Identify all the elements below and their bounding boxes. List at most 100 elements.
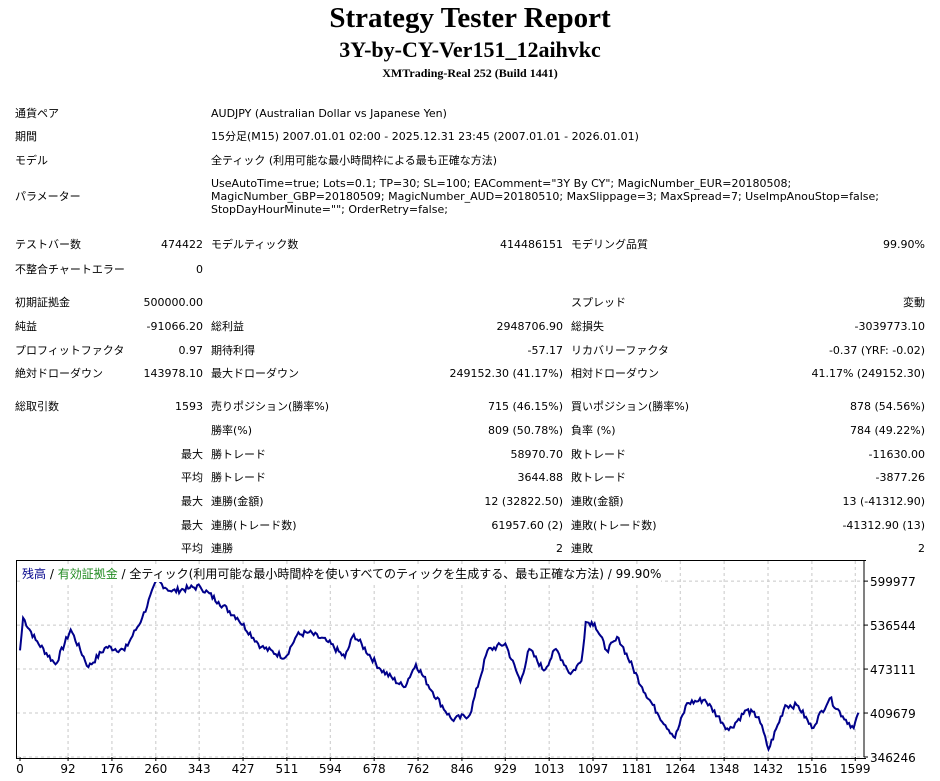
- x-tick-label: 427: [232, 762, 255, 776]
- stat-label-b: 勝率(%): [211, 424, 253, 437]
- stat-value-c: -11630.00: [868, 448, 925, 461]
- y-tick-label: 409679: [870, 707, 916, 721]
- legend-balance: 残高: [22, 567, 47, 581]
- x-tick-label: 678: [363, 762, 386, 776]
- stat-value-a: 0.97: [178, 344, 204, 357]
- stat-value-c: -3877.26: [875, 471, 925, 484]
- stat-value-b: 2: [556, 542, 563, 555]
- stat-value-b: 2948706.90: [496, 320, 563, 333]
- stat-value-b: 58970.70: [510, 448, 564, 461]
- x-tick-label: 1432: [753, 762, 784, 776]
- stat-value-c: 99.90%: [883, 238, 925, 251]
- stat-value-b: -57.17: [527, 344, 563, 357]
- x-tick-label: 1264: [665, 762, 696, 776]
- stat-label-b: 総利益: [211, 320, 244, 333]
- stat-value-a: 0: [196, 263, 203, 276]
- info-label-period: 期間: [15, 130, 37, 143]
- stat-value-a: 1593: [175, 400, 203, 413]
- stat-label-c: 総損失: [571, 320, 604, 333]
- x-tick-label: 92: [60, 762, 75, 776]
- stat-value-c: -3039773.10: [854, 320, 925, 333]
- stat-label-b: 売りポジション(勝率%): [211, 400, 330, 413]
- stat-value-b: 61957.60 (2): [491, 519, 563, 532]
- stat-value-a: -91066.20: [146, 320, 203, 333]
- stat-label-c: 買いポジション(勝率%): [571, 400, 690, 413]
- stat-label-a: プロフィットファクタ: [15, 344, 125, 357]
- x-tick-label: 176: [100, 762, 123, 776]
- stat-label-c: 連敗(金額): [571, 495, 624, 508]
- x-tick-label: 260: [144, 762, 167, 776]
- stat-value-b: 809 (50.78%): [487, 424, 563, 437]
- stat-value-a: 474422: [161, 238, 203, 251]
- stat-value-a: 最大: [181, 448, 203, 461]
- stat-value-b: 12 (32822.50): [484, 495, 563, 508]
- stat-label-a: テストバー数: [15, 238, 81, 251]
- stat-value-c: 2: [918, 542, 925, 555]
- report-title: Strategy Tester Report: [329, 2, 611, 34]
- stat-label-a: 総取引数: [15, 400, 59, 413]
- server-build: XMTrading-Real 252 (Build 1441): [382, 66, 558, 80]
- stat-label-c: 負率 (%): [571, 424, 616, 437]
- legend-equity: 有効証拠金: [57, 567, 118, 581]
- info-value-model: 全ティック (利用可能な最小時間枠による最も正確な方法): [211, 154, 498, 167]
- stat-value-c: -41312.90 (13): [842, 519, 925, 532]
- stat-value-a: 143978.10: [143, 367, 204, 380]
- stat-label-c: スプレッド: [571, 296, 626, 309]
- expert-name: 3Y-by-CY-Ver151_12aihvkc: [339, 37, 601, 62]
- info-label-symbol: 通貨ペア: [15, 107, 59, 120]
- stat-value-b: 715 (46.15%): [487, 400, 563, 413]
- stat-label-a: 初期証拠金: [15, 296, 70, 309]
- info-value-parameters-3: StopDayHourMinute=""; OrderRetry=false;: [211, 203, 448, 216]
- info-value-parameters-1: UseAutoTime=true; Lots=0.1; TP=30; SL=10…: [211, 177, 792, 190]
- stat-label-c: リカバリーファクタ: [571, 344, 669, 357]
- stat-label-b: 勝トレード: [211, 448, 266, 461]
- stat-value-a: 平均: [181, 542, 203, 555]
- x-tick-label: 762: [407, 762, 430, 776]
- stat-label-c: 連敗: [571, 542, 593, 555]
- x-tick-label: 1348: [709, 762, 740, 776]
- stat-label-a: 絶対ドローダウン: [15, 367, 103, 380]
- stat-label-c: 敗トレード: [571, 448, 626, 461]
- legend-sep: /: [46, 567, 58, 581]
- stat-label-b: 期待利得: [211, 344, 255, 357]
- stat-value-c: -0.37 (YRF: -0.02): [828, 344, 925, 357]
- info-value-parameters-2: MagicNumber_GBP=20180509; MagicNumber_AU…: [211, 190, 879, 203]
- stat-value-a: 500000.00: [143, 296, 204, 309]
- stat-value-b: 414486151: [500, 238, 563, 251]
- stat-value-c: 878 (54.56%): [849, 400, 925, 413]
- x-tick-label: 1097: [578, 762, 609, 776]
- x-tick-label: 1516: [797, 762, 828, 776]
- stat-label-b: 勝トレード: [211, 471, 266, 484]
- x-tick-label: 1599: [840, 762, 871, 776]
- stat-label-c: 相対ドローダウン: [571, 367, 659, 380]
- legend-model: / 全ティック(利用可能な最小時間枠を使いすべてのティックを生成する、最も正確な…: [117, 567, 662, 581]
- stat-value-c: 13 (-41312.90): [842, 495, 925, 508]
- x-tick-label: 1013: [534, 762, 565, 776]
- stat-label-b: 連勝: [211, 542, 233, 555]
- stat-label-a: 純益: [15, 320, 37, 333]
- x-tick-label: 929: [494, 762, 517, 776]
- stat-value-a: 最大: [181, 519, 203, 532]
- balance-chart: [16, 560, 866, 759]
- stat-label-b: 連勝(金額): [211, 495, 264, 508]
- info-value-symbol: AUDJPY (Australian Dollar vs Japanese Ye…: [211, 107, 447, 120]
- stat-value-c: 784 (49.22%): [849, 424, 925, 437]
- stat-value-a: 平均: [181, 471, 203, 484]
- x-tick-label: 343: [188, 762, 211, 776]
- balance-line: [19, 579, 860, 753]
- y-tick-label: 473111: [870, 663, 916, 677]
- x-tick-label: 511: [275, 762, 298, 776]
- stat-label-c: 敗トレード: [571, 471, 626, 484]
- stat-value-a: 最大: [181, 495, 203, 508]
- y-tick-label: 346246: [870, 751, 916, 765]
- x-tick-label: 594: [319, 762, 342, 776]
- info-value-period: 15分足(M15) 2007.01.01 02:00 - 2025.12.31 …: [211, 130, 639, 143]
- info-label-parameters: パラメーター: [15, 190, 81, 203]
- stat-value-b: 249152.30 (41.17%): [449, 367, 563, 380]
- y-tick-label: 536544: [870, 619, 916, 633]
- stat-value-b: 3644.88: [517, 471, 564, 484]
- x-tick-label: 846: [450, 762, 473, 776]
- x-tick-label: 1181: [622, 762, 653, 776]
- y-tick-label: 599977: [870, 575, 916, 589]
